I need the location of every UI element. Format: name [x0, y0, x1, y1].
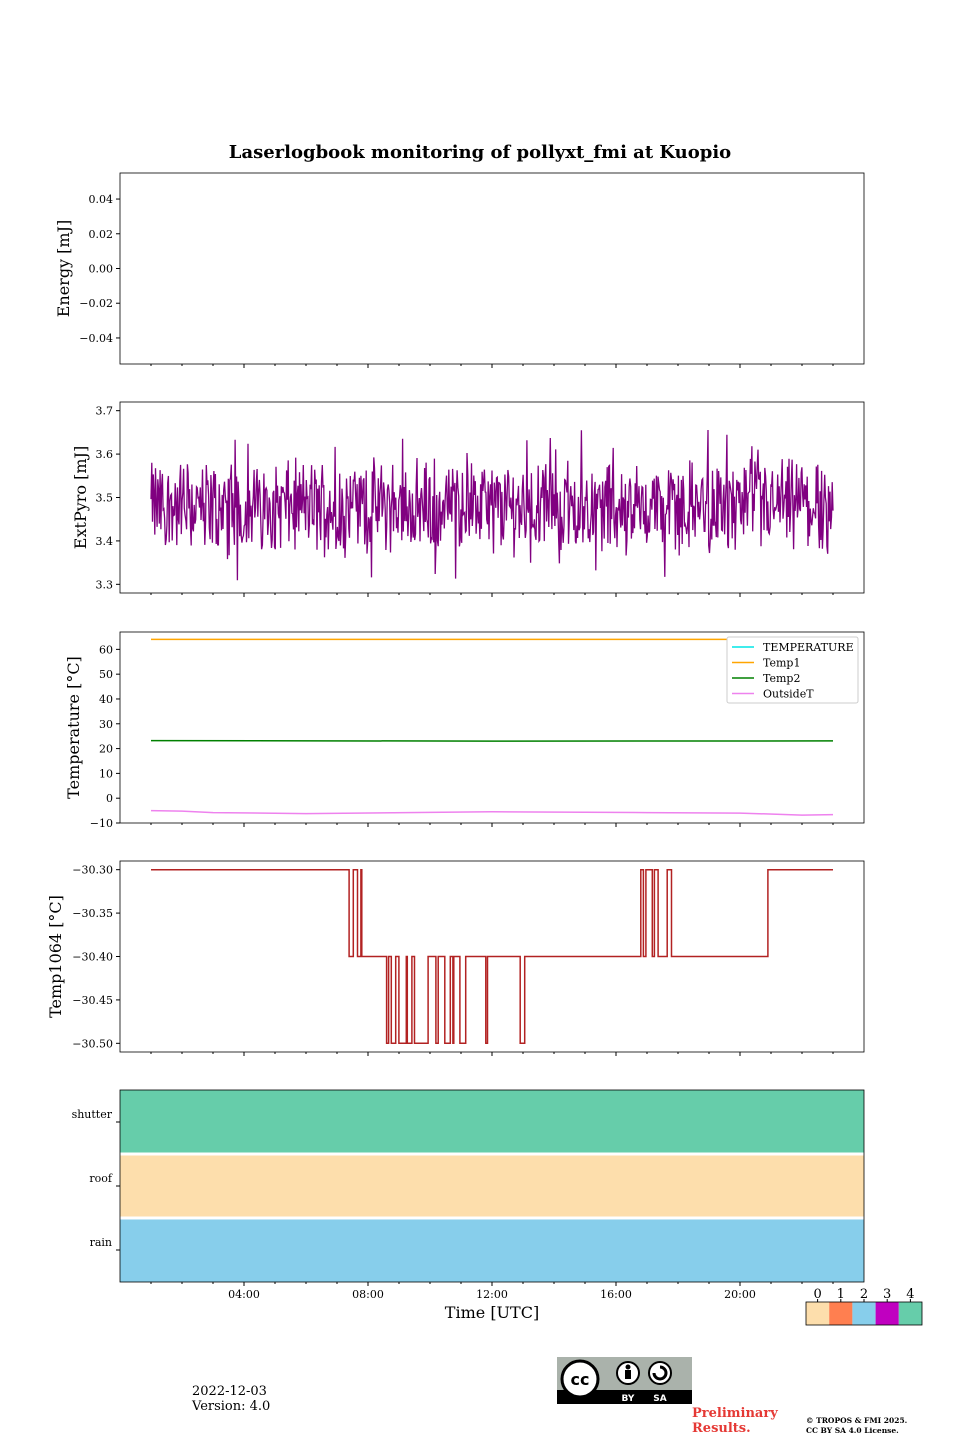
- y-tick-label: −30.40: [72, 951, 113, 964]
- series-extpyro: [150, 429, 834, 581]
- axes-frame: [119, 631, 865, 824]
- y-axis-label: Temp1064 [°C]: [46, 895, 65, 1018]
- x-tick-label: 20:00: [724, 1288, 756, 1301]
- status-row-label: roof: [89, 1172, 113, 1185]
- y-tick-label: −0.02: [79, 297, 113, 310]
- y-tick-label: 0.04: [89, 193, 114, 206]
- y-tick-label: 30: [99, 718, 113, 731]
- y-axis-label: Energy [mJ]: [54, 220, 73, 318]
- status-row-rain: [120, 1218, 864, 1282]
- colorbar-tick-label: 2: [860, 1287, 868, 1302]
- axes-frame: [119, 401, 865, 594]
- x-axis-label: Time [UTC]: [445, 1303, 539, 1322]
- y-tick-label: −0.04: [79, 332, 113, 345]
- colorbar-tick-label: 3: [883, 1287, 891, 1302]
- y-tick-label: 3.5: [96, 492, 114, 505]
- y-axis-label: ExtPyro [mJ]: [71, 446, 90, 549]
- y-tick-label: 3.7: [96, 405, 114, 418]
- copyright-note: © TROPOS & FMI 2025. CC BY SA 4.0 Licens…: [806, 1416, 907, 1436]
- colorbar-tick-label: 1: [837, 1287, 845, 1302]
- colorbar-tick-label: 4: [906, 1287, 914, 1302]
- y-axis-label: Temperature [°C]: [64, 656, 83, 799]
- y-tick-label: 0: [106, 792, 113, 805]
- y-tick-label: 60: [99, 643, 113, 656]
- series-temp2: [150, 739, 834, 742]
- colorbar-swatch: [852, 1302, 876, 1325]
- y-tick-label: 0.00: [89, 263, 114, 276]
- x-tick-label: 08:00: [352, 1288, 384, 1301]
- preliminary-line-1: Preliminary: [692, 1406, 778, 1421]
- plot-area-1: [150, 429, 834, 581]
- legend-label-temp2: Temp2: [763, 672, 800, 685]
- x-tick-label: 16:00: [600, 1288, 632, 1301]
- cc-sa-label: SA: [653, 1394, 666, 1404]
- status-row-label: shutter: [72, 1108, 113, 1121]
- series-temp1064: [151, 868, 833, 1045]
- svg-text:cc: cc: [571, 1370, 590, 1389]
- plot-area-2: [150, 638, 834, 816]
- preliminary-line-2: Results.: [692, 1421, 751, 1436]
- colorbar-tick-label: 0: [813, 1287, 821, 1302]
- plot-area-3: [151, 868, 833, 1045]
- version-label: Version: 4.0: [192, 1399, 271, 1414]
- preliminary-results-note: Preliminary Results.: [692, 1406, 778, 1436]
- y-tick-label: −30.50: [72, 1037, 113, 1050]
- colorbar-swatch: [875, 1302, 899, 1325]
- axes-frame: [119, 172, 865, 365]
- status-row-roof: [120, 1154, 864, 1218]
- x-tick-label: 12:00: [476, 1288, 508, 1301]
- date-version: 2022-12-03 Version: 4.0: [192, 1384, 270, 1414]
- y-tick-label: 20: [99, 743, 113, 756]
- y-tick-label: −30.30: [72, 864, 113, 877]
- cc-icon: [560, 1359, 600, 1399]
- y-tick-label: −30.45: [72, 994, 113, 1007]
- y-tick-label: 10: [99, 767, 113, 780]
- copyright-line-1: © TROPOS & FMI 2025.: [806, 1416, 908, 1425]
- y-tick-label: 0.02: [89, 228, 114, 241]
- legend-label-outsidet: OutsideT: [763, 688, 814, 701]
- y-tick-label: 3.6: [96, 448, 114, 461]
- date-label: 2022-12-03: [192, 1384, 267, 1399]
- y-tick-label: 3.3: [96, 578, 114, 591]
- y-tick-label: 3.4: [96, 535, 114, 548]
- y-tick-label: −30.35: [72, 907, 113, 920]
- series-outsidet: [150, 809, 834, 816]
- cc-license-badge: cc BY SA: [557, 1357, 692, 1404]
- axes-frame: [119, 1089, 865, 1283]
- legend-label-temperature: TEMPERATURE: [763, 641, 854, 654]
- colorbar-swatch: [829, 1302, 853, 1325]
- sa-icon: [648, 1361, 672, 1385]
- y-tick-label: 40: [99, 693, 113, 706]
- copyright-line-2: CC BY SA 4.0 License.: [806, 1426, 899, 1435]
- legend-label-temp1: Temp1: [763, 657, 800, 670]
- y-tick-label: 50: [99, 668, 113, 681]
- chart-title: Laserlogbook monitoring of pollyxt_fmi a…: [229, 142, 731, 163]
- status-row-label: rain: [90, 1236, 112, 1249]
- colorbar-swatch: [898, 1302, 922, 1325]
- x-tick-label: 04:00: [228, 1288, 260, 1301]
- cc-by-label: BY: [622, 1394, 635, 1404]
- status-row-shutter: [120, 1090, 864, 1154]
- legend-box: [726, 636, 859, 704]
- axes-frame: [119, 860, 865, 1053]
- y-tick-label: −10: [90, 817, 113, 830]
- colorbar-swatch: [806, 1302, 830, 1325]
